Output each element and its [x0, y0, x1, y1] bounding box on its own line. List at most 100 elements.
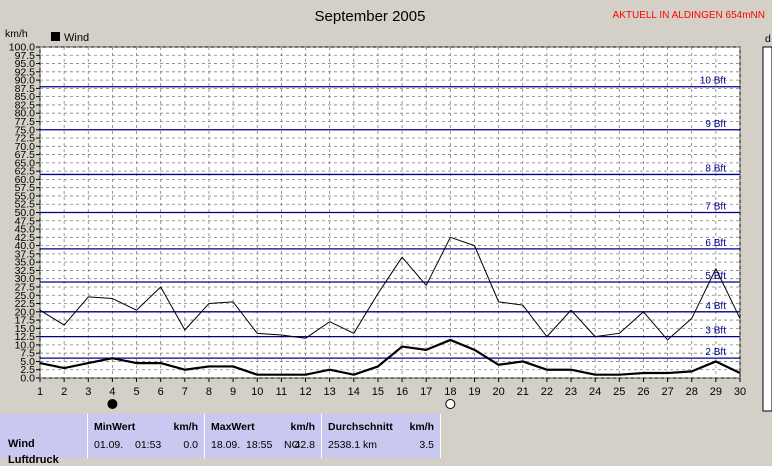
x-tick-label: 28 [686, 386, 698, 398]
full-moon-icon [445, 399, 456, 409]
y-tick-label: 5.0 [20, 356, 35, 368]
y-tick-label: 75.0 [15, 124, 36, 136]
min-time: 01:53 [135, 439, 162, 451]
stats-max-cell: MaxWert km/h 18.09. 18:55 NO 42.8 [205, 414, 322, 458]
x-tick-label: 24 [589, 386, 601, 398]
y-tick-label: 92.5 [15, 66, 36, 78]
y-tick-label: 90.0 [15, 75, 36, 87]
x-tick-label: 25 [613, 386, 625, 398]
y-tick-label: 52.5 [15, 199, 36, 211]
x-tick-label: 12 [299, 386, 311, 398]
stats-avg-cell: Durchschnitt km/h 2538.1 km 3.5 [322, 414, 441, 458]
y-tick-label: 42.5 [15, 232, 36, 244]
avg-distance: 2538.1 km [328, 439, 378, 451]
y-tick-label: 82.5 [15, 99, 36, 111]
x-tick-label: 5 [133, 386, 139, 398]
y-tick-label: 47.5 [15, 215, 36, 227]
avg-header: Durchschnitt [328, 421, 393, 433]
beaufort-label: 4 Bft [705, 301, 726, 312]
x-tick-label: 8 [206, 386, 212, 398]
beaufort-label: 9 Bft [705, 119, 726, 130]
beaufort-label: 8 Bft [705, 163, 726, 174]
stats-row-label: Wind [8, 438, 35, 450]
stats-row-label-cell: Wind Luftdruck [0, 414, 88, 466]
min-value: 0.0 [183, 439, 198, 451]
y-tick-label: 55.0 [15, 190, 36, 202]
x-tick-label: 14 [348, 386, 360, 398]
y-tick-label: 100.0 [9, 42, 35, 54]
y-tick-label: 22.5 [15, 298, 36, 310]
y-tick-label: 80.0 [15, 108, 36, 120]
y-axis: 0.02.55.07.510.012.515.017.520.022.525.0… [9, 42, 40, 385]
x-tick-label: 15 [372, 386, 384, 398]
y-tick-label: 95.0 [15, 58, 36, 70]
y-tick-label: 15.0 [15, 323, 36, 335]
min-date: 01.09. [94, 439, 124, 451]
beaufort-label: 7 Bft [705, 202, 726, 213]
y-tick-label: 35.0 [15, 257, 36, 269]
x-tick-label: 17 [420, 386, 432, 398]
legend-label-wind: Wind [64, 32, 89, 44]
legend-swatch-wind [51, 32, 60, 41]
moon-phases [107, 399, 456, 409]
x-tick-label: 2 [61, 386, 67, 398]
x-tick-label: 16 [396, 386, 408, 398]
max-unit: km/h [290, 421, 315, 433]
series-line-wind [39, 338, 741, 376]
right-axis-label-fragment: d [765, 33, 771, 45]
y-tick-label: 60.0 [15, 174, 36, 186]
y-axis-unit: km/h [5, 28, 28, 40]
min-header: MinWert [94, 421, 136, 433]
y-tick-label: 85.0 [15, 91, 36, 103]
y-tick-label: 72.5 [15, 133, 36, 145]
new-moon-icon [107, 399, 118, 409]
y-tick-label: 12.5 [15, 331, 36, 343]
x-tick-label: 10 [251, 386, 263, 398]
y-tick-label: 0.0 [20, 373, 35, 385]
x-tick-label: 23 [565, 386, 577, 398]
series [39, 236, 741, 376]
y-tick-label: 70.0 [15, 141, 36, 153]
y-tick-label: 25.0 [15, 290, 36, 302]
y-tick-label: 10.0 [15, 339, 36, 351]
x-tick-label: 11 [276, 386, 287, 398]
beaufort-label: 5 Bft [705, 271, 726, 282]
y-tick-label: 45.0 [15, 224, 36, 236]
y-tick-label: 65.0 [15, 157, 36, 169]
y-tick-label: 37.5 [15, 248, 36, 260]
chart-title: September 2005 [315, 8, 426, 25]
x-tick-label: 1 [37, 386, 43, 398]
max-date-time: 18.09. 18:55 [211, 439, 273, 451]
beaufort-label: 10 Bft [700, 76, 726, 87]
y-tick-label: 17.5 [15, 315, 36, 327]
y-tick-label: 87.5 [15, 83, 36, 95]
max-value: 42.8 [294, 439, 315, 451]
x-tick-label: 30 [734, 386, 746, 398]
x-axis: 1 2 3 4 5 6 7 8 9 10 11 12 13 14 15 16 17 18 19 20 21 22 23 24 2… [37, 378, 746, 398]
y-tick-label: 7.5 [20, 348, 35, 360]
y-tick-label: 32.5 [15, 265, 36, 277]
stats-row-label-2: Luftdruck [8, 454, 59, 466]
stats-min-cell: MinWert km/h 01.09. 01:53 0.0 [88, 414, 205, 458]
x-tick-label: 26 [637, 386, 649, 398]
avg-value: 3.5 [419, 439, 434, 451]
max-direction: NO [284, 439, 300, 451]
x-tick-label: 27 [661, 386, 673, 398]
y-tick-label: 77.5 [15, 116, 36, 128]
x-tick-label: 19 [468, 386, 480, 398]
y-tick-label: 62.5 [15, 166, 36, 178]
y-tick-label: 30.0 [15, 273, 36, 285]
x-tick-label: 18 [444, 386, 456, 398]
beaufort-lines: 2 Bft 3 Bft 4 Bft 5 Bft 6 Bft 7 Bft 8 Bft 9 Bft… [40, 76, 740, 359]
x-tick-label: 22 [541, 386, 553, 398]
x-tick-label: 13 [324, 386, 336, 398]
x-tick-label: 7 [182, 386, 188, 398]
y-tick-label: 40.0 [15, 240, 36, 252]
y-tick-label: 50.0 [15, 207, 36, 219]
y-tick-label: 2.5 [20, 364, 35, 376]
min-unit: km/h [173, 421, 198, 433]
y-tick-label: 57.5 [15, 182, 36, 194]
y-tick-label: 20.0 [15, 306, 36, 318]
x-tick-label: 29 [710, 386, 722, 398]
y-tick-label: 27.5 [15, 281, 36, 293]
